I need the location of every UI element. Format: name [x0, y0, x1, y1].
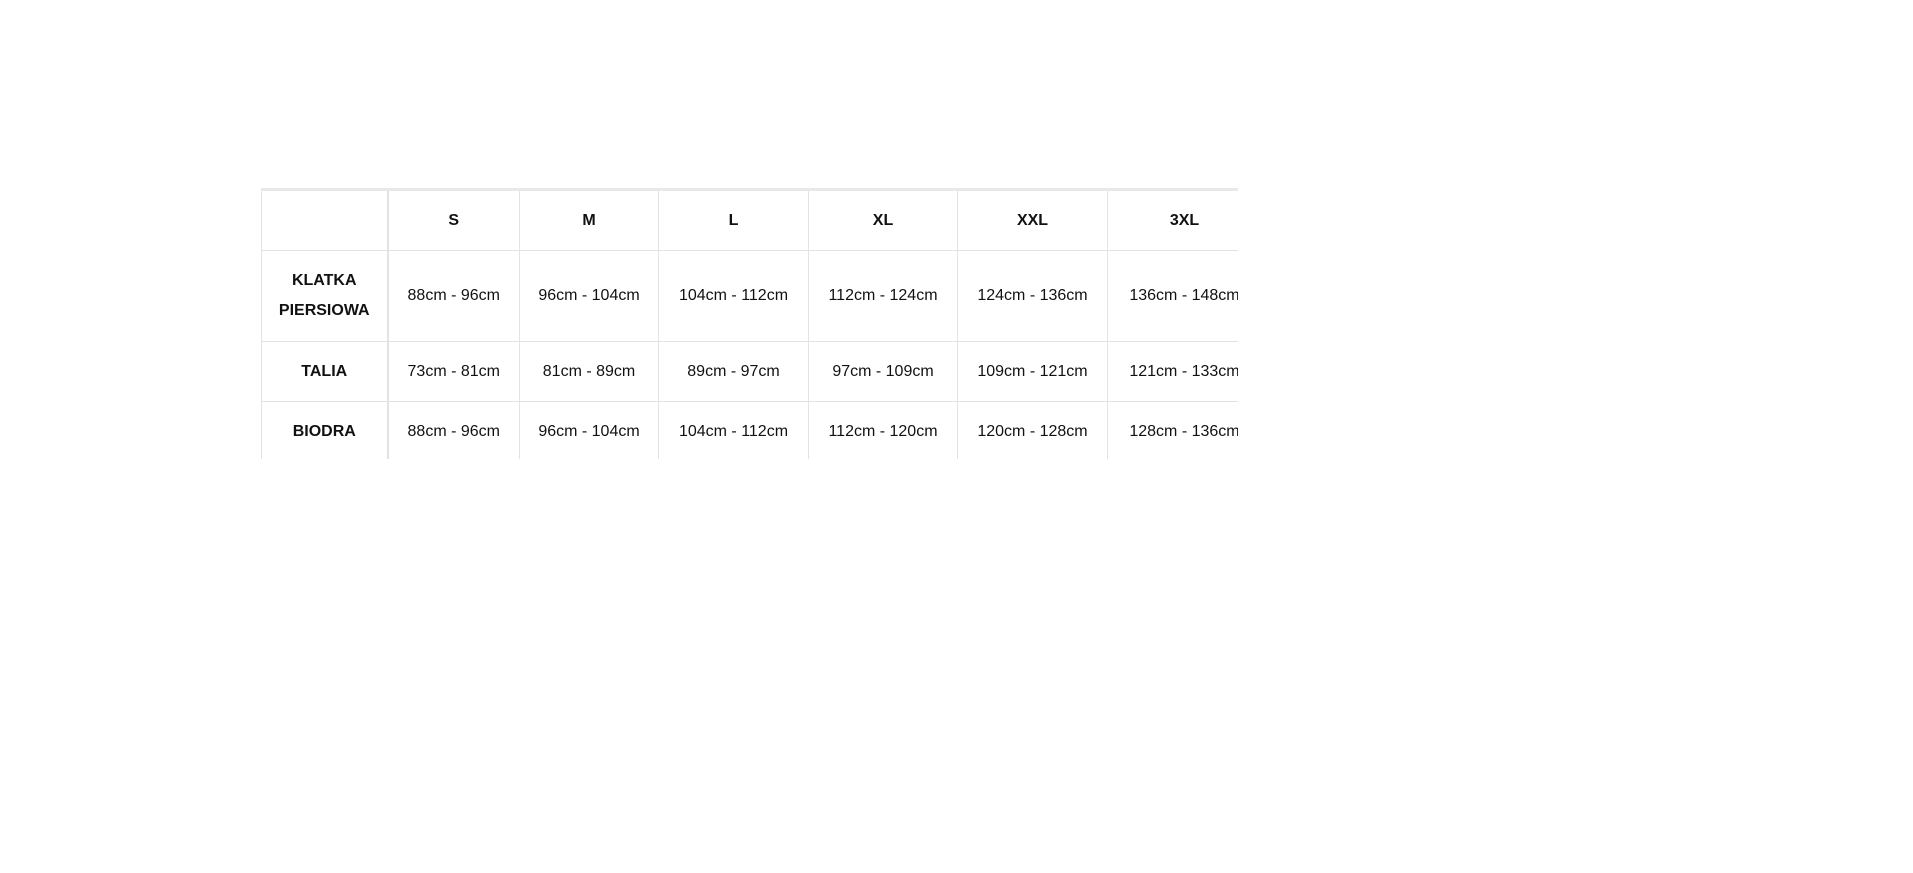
table-cell: 128cm - 136cm	[1107, 401, 1238, 459]
row-label-line: PIERSIOWA	[278, 302, 370, 319]
table-cell: 96cm - 104cm	[519, 250, 659, 342]
table-cell: 121cm - 133cm	[1107, 341, 1238, 402]
table-cell: 97cm - 109cm	[808, 341, 958, 402]
row-label-line: KLATKA	[291, 272, 357, 289]
table-cell: 96cm - 104cm	[519, 401, 659, 459]
table-cell: 124cm - 136cm	[957, 250, 1108, 342]
row-label: KLATKA PIERSIOWA	[261, 250, 389, 342]
size-table: S M L XL XXL 3XL KLATKA PIERSIOWA 88cm - …	[261, 188, 1238, 459]
table-row: KLATKA PIERSIOWA 88cm - 96cm 96cm - 104cm…	[261, 250, 1238, 342]
table-cell: 73cm - 81cm	[387, 341, 520, 402]
table-cell: 88cm - 96cm	[387, 401, 520, 459]
header-size-xl: XL	[808, 188, 958, 251]
header-size-m: M	[519, 188, 659, 251]
header-size-l: L	[658, 188, 809, 251]
table-cell: 89cm - 97cm	[658, 341, 809, 402]
table-cell: 112cm - 120cm	[808, 401, 958, 459]
table-row: BIODRA 88cm - 96cm 96cm - 104cm 104cm - …	[261, 401, 1238, 459]
table-row: TALIA 73cm - 81cm 81cm - 89cm 89cm - 97c…	[261, 341, 1238, 402]
row-label: TALIA	[261, 341, 389, 402]
header-size-3xl: 3XL	[1107, 188, 1238, 251]
row-label: BIODRA	[261, 401, 389, 459]
size-chart: S M L XL XXL 3XL KLATKA PIERSIOWA 88cm - …	[261, 188, 1238, 459]
table-cell: 88cm - 96cm	[387, 250, 520, 342]
header-size-s: S	[387, 188, 520, 251]
table-cell: 136cm - 148cm	[1107, 250, 1238, 342]
header-size-xxl: XXL	[957, 188, 1108, 251]
table-cell: 104cm - 112cm	[658, 250, 809, 342]
table-cell: 112cm - 124cm	[808, 250, 958, 342]
table-cell: 109cm - 121cm	[957, 341, 1108, 402]
table-cell: 81cm - 89cm	[519, 341, 659, 402]
header-empty	[261, 188, 389, 251]
table-cell: 104cm - 112cm	[658, 401, 809, 459]
header-row: S M L XL XXL 3XL	[261, 188, 1238, 251]
table-cell: 120cm - 128cm	[957, 401, 1108, 459]
